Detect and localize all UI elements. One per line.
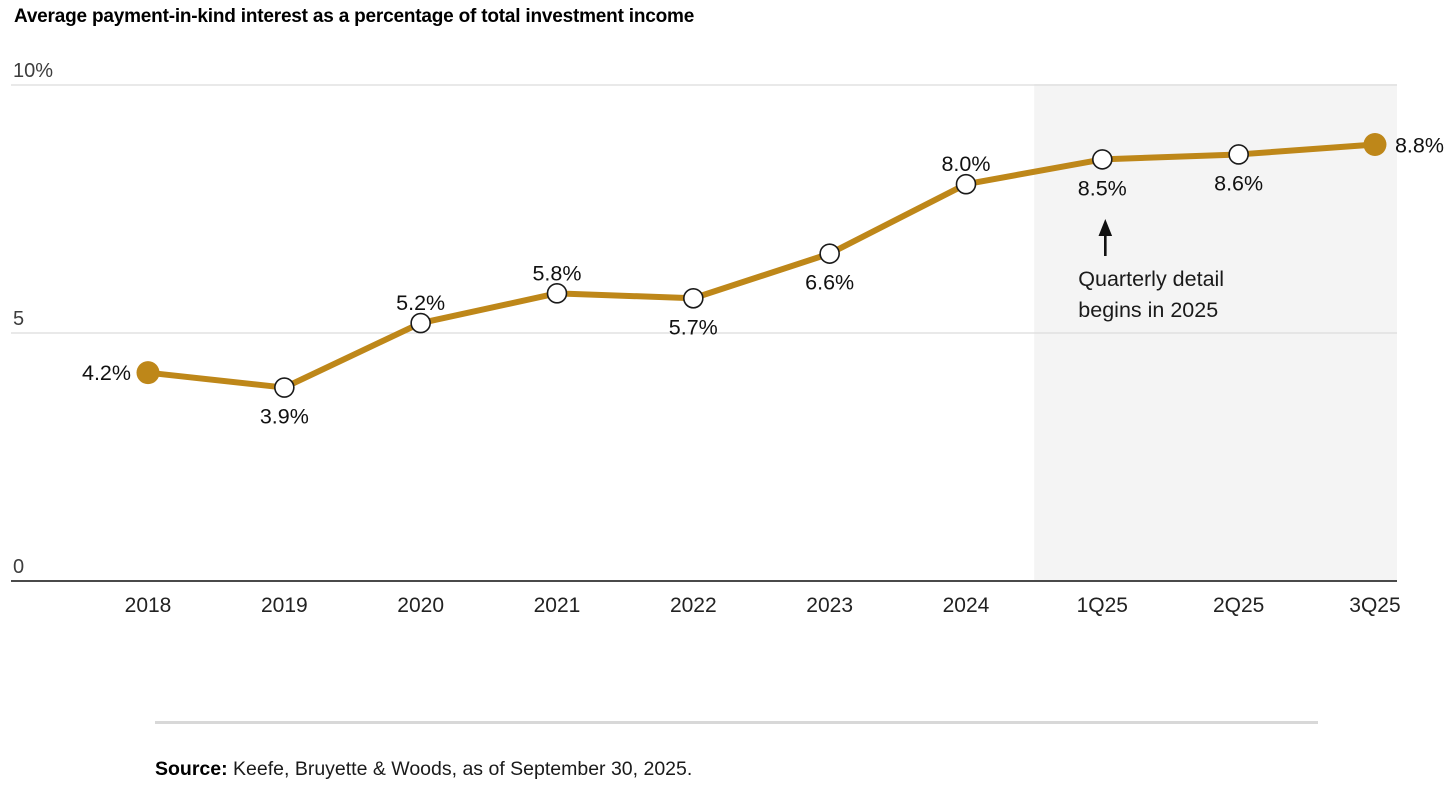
x-tick-label-2020: 2020 bbox=[397, 594, 444, 617]
x-tick-label-2019: 2019 bbox=[261, 594, 308, 617]
x-tick-label-2018: 2018 bbox=[125, 594, 172, 617]
data-label-2021: 5.8% bbox=[532, 261, 581, 285]
data-label-2022: 5.7% bbox=[669, 315, 718, 339]
annotation-line1: Quarterly detail bbox=[1078, 267, 1224, 291]
y-tick-label: 0 bbox=[13, 556, 24, 578]
annotation-line2: begins in 2025 bbox=[1078, 298, 1218, 322]
data-point-2024 bbox=[955, 173, 977, 195]
source-note: Source: Keefe, Bruyette & Woods, as of S… bbox=[155, 758, 692, 781]
annotation-arrowhead-icon bbox=[1098, 219, 1113, 236]
source-label: Source: bbox=[155, 758, 228, 780]
chart-title: Average payment-in-kind interest as a pe… bbox=[14, 6, 695, 27]
line-chart: 0 5 10% 4.2% 2018 3.9% 2019 5.2% 2020 5.8% 2021 5.7… bbox=[11, 60, 1444, 617]
data-label-2018: 4.2% bbox=[82, 361, 131, 385]
data-label-1Q25: 8.5% bbox=[1078, 176, 1127, 200]
data-label-2Q25: 8.6% bbox=[1214, 171, 1263, 195]
x-tick-label-2024: 2024 bbox=[943, 594, 990, 617]
x-tick-label-2023: 2023 bbox=[806, 594, 853, 617]
x-tick-label-2022: 2022 bbox=[670, 594, 717, 617]
data-point-2022 bbox=[683, 287, 704, 309]
y-tick-label: 10% bbox=[13, 60, 53, 82]
data-point-3Q25 bbox=[1363, 133, 1387, 157]
data-point-2019 bbox=[274, 377, 295, 398]
y-tick-label: 5 bbox=[13, 308, 24, 330]
trend-line bbox=[145, 141, 1378, 391]
data-label-2023: 6.6% bbox=[805, 271, 854, 295]
data-point-2021 bbox=[546, 283, 568, 304]
source-text: Keefe, Bruyette & Woods, as of September… bbox=[233, 758, 693, 780]
data-label-2019: 3.9% bbox=[260, 405, 309, 429]
x-tick-label-3Q25: 3Q25 bbox=[1349, 594, 1400, 617]
data-point-2Q25 bbox=[1228, 144, 1249, 165]
data-point-2020 bbox=[410, 312, 431, 334]
data-label-2020: 5.2% bbox=[396, 291, 445, 315]
x-tick-label-2Q25: 2Q25 bbox=[1213, 594, 1264, 617]
data-point-2018 bbox=[136, 361, 160, 385]
data-label-3Q25: 8.8% bbox=[1395, 134, 1444, 158]
data-label-2024: 8.0% bbox=[941, 152, 990, 176]
data-point-1Q25 bbox=[1092, 149, 1113, 170]
data-point-2023 bbox=[819, 243, 840, 264]
x-tick-label-1Q25: 1Q25 bbox=[1077, 594, 1128, 617]
x-tick-label-2021: 2021 bbox=[534, 594, 581, 617]
footer-divider bbox=[155, 721, 1318, 724]
